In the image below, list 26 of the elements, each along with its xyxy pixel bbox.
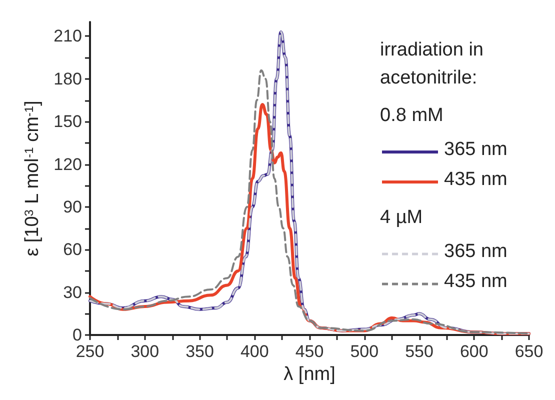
x-tick-label: 400 <box>240 342 269 361</box>
x-tick-label: 550 <box>405 342 434 361</box>
y-tick-label: 150 <box>54 112 82 132</box>
legend-label: 365 nm <box>444 139 508 160</box>
x-tick-label: 300 <box>130 342 160 361</box>
legend-title: irradiation in acetonitrile: <box>380 40 489 88</box>
x-tick-label: 450 <box>295 342 324 361</box>
y-tick-label: 30 <box>63 282 82 302</box>
y-axis-title: ε [103 L mol-1 cm-1] <box>22 100 43 256</box>
x-tick-label: 250 <box>76 342 104 361</box>
y-tick-label: 60 <box>63 240 82 260</box>
y-tick-label: 0 <box>72 326 82 344</box>
legend-label: 365 nm <box>444 241 508 262</box>
legend-label: 435 nm <box>444 271 508 292</box>
legend-label: 435 nm <box>444 169 508 190</box>
annotation: 0.8 mM <box>380 105 444 126</box>
y-tick-label: 120 <box>54 154 82 174</box>
x-axis-title: λ [nm] <box>284 364 336 385</box>
y-tick-label: 90 <box>63 197 82 216</box>
x-tick-label: 600 <box>460 342 488 361</box>
x-tick-label: 650 <box>514 342 544 361</box>
y-tick-label: 210 <box>54 26 82 46</box>
x-tick-label: 350 <box>186 342 214 361</box>
y-tick-label: 180 <box>54 69 82 88</box>
x-tick-label: 500 <box>350 342 379 361</box>
annotation: 4 µM <box>380 207 423 228</box>
